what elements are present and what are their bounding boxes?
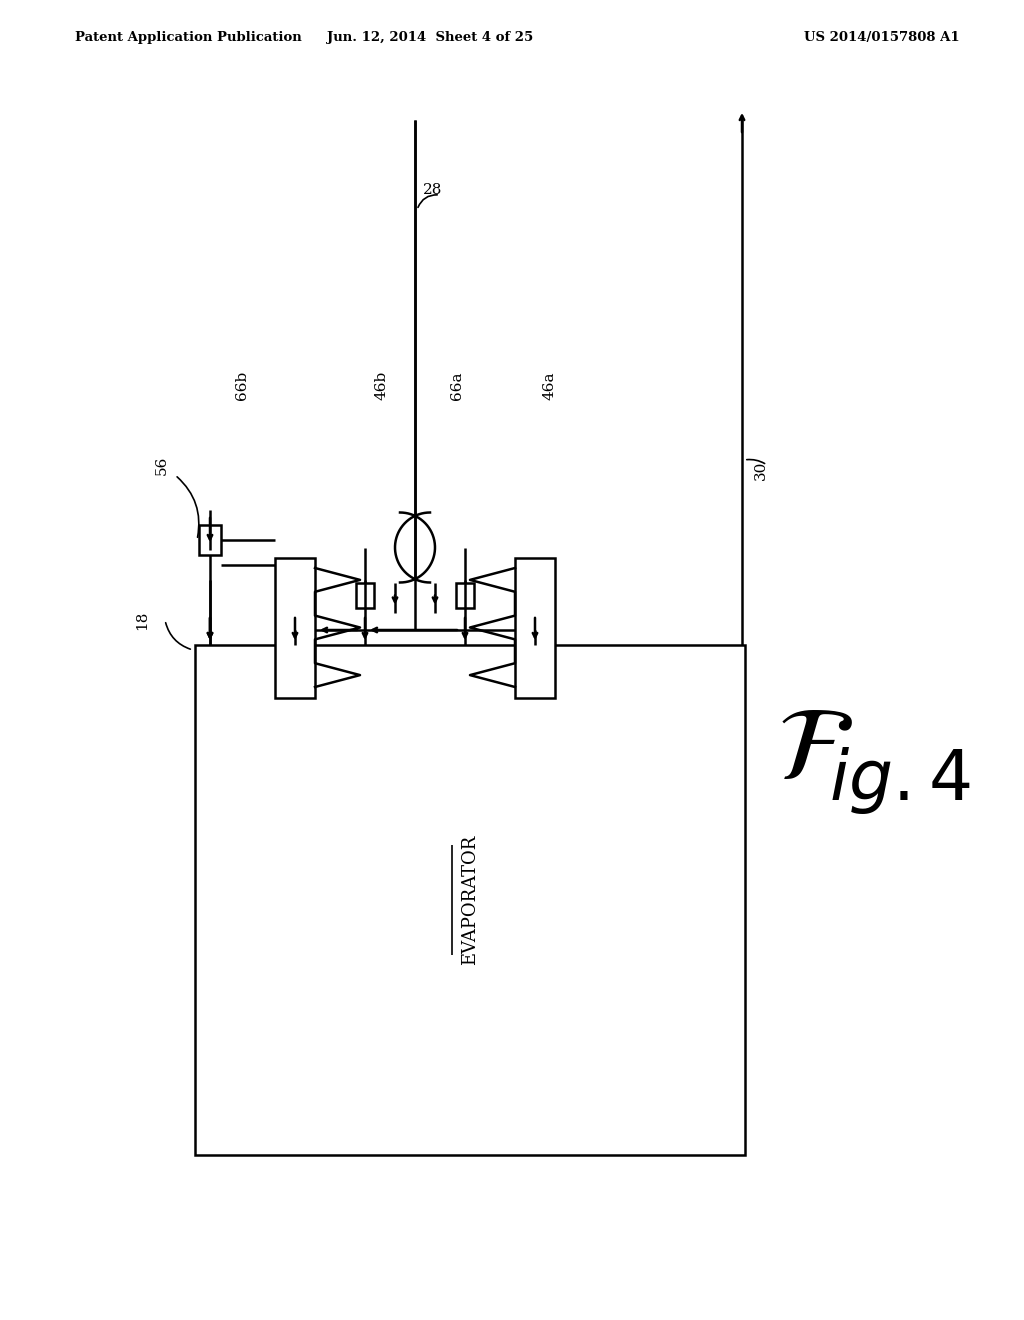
Text: 28: 28 [423,183,442,197]
Bar [456,582,474,607]
Text: US 2014/0157808 A1: US 2014/0157808 A1 [805,32,961,45]
Bar [275,557,315,697]
Bar [356,582,374,607]
Text: 30: 30 [754,461,768,479]
Text: 46b: 46b [375,371,389,400]
Text: $\mathcal{F}$: $\mathcal{F}$ [777,700,853,801]
Text: 46a: 46a [543,371,557,400]
Text: 18: 18 [135,610,150,630]
Bar [199,525,221,554]
Text: Patent Application Publication: Patent Application Publication [75,32,302,45]
Text: 56: 56 [155,455,169,475]
Text: 66b: 66b [234,371,249,400]
Bar [195,645,745,1155]
Text: EVAPORATOR: EVAPORATOR [461,834,479,965]
Text: Jun. 12, 2014  Sheet 4 of 25: Jun. 12, 2014 Sheet 4 of 25 [327,32,534,45]
Text: 66a: 66a [450,371,464,400]
Text: $\mathit{ig.4}$: $\mathit{ig.4}$ [829,744,971,816]
Bar [515,557,555,697]
